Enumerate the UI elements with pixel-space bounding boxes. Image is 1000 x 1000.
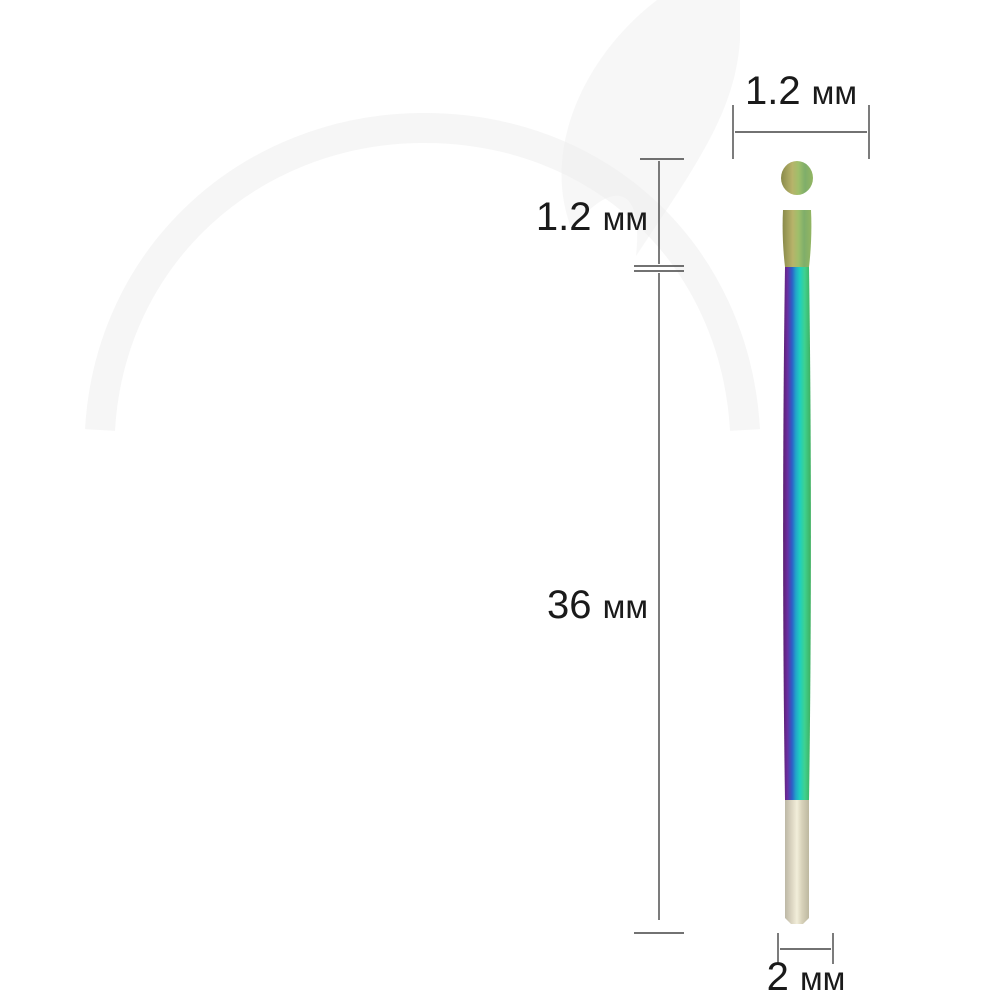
svg-text:2 мм: 2 мм bbox=[767, 955, 846, 999]
svg-text:1.2 мм: 1.2 мм bbox=[745, 69, 857, 113]
svg-text:1.2 мм: 1.2 мм bbox=[536, 195, 648, 239]
svg-text:36 мм: 36 мм bbox=[547, 583, 648, 627]
